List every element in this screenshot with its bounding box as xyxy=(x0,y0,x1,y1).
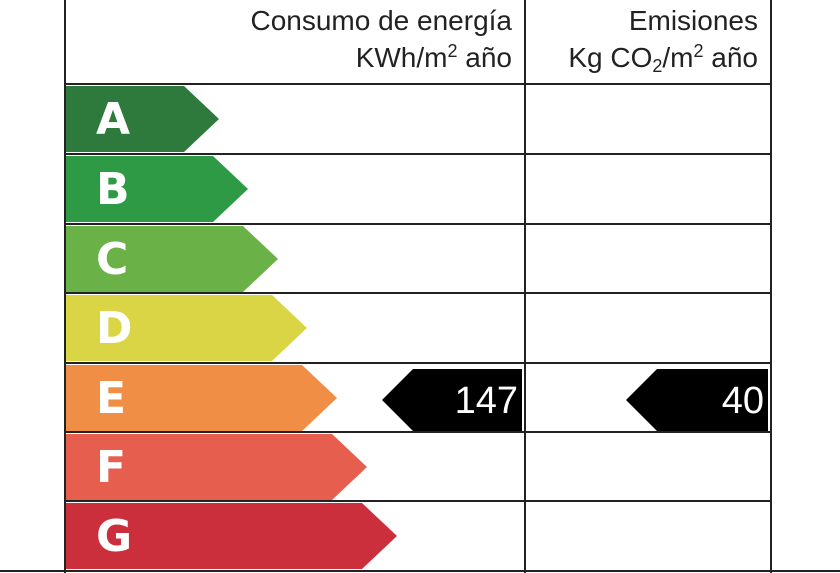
row-divider xyxy=(64,362,772,364)
rating-bar-a: A xyxy=(66,86,219,152)
emissions-unit: Kg CO2/m2 año xyxy=(568,41,758,76)
row-divider xyxy=(64,431,772,433)
rating-bar-f: F xyxy=(66,434,367,500)
rating-letter: F xyxy=(96,442,127,493)
rating-letter: G xyxy=(96,511,133,562)
rating-bar-d: D xyxy=(66,295,307,361)
emissions-indicator-arrow xyxy=(626,369,768,431)
right-border xyxy=(770,0,772,573)
emissions-title: Emisiones xyxy=(628,5,758,36)
rating-bar-c: C xyxy=(66,226,278,292)
column-divider xyxy=(524,0,526,573)
energy-value: 147 xyxy=(454,380,518,422)
row-divider xyxy=(64,500,772,502)
energy-unit: KWh/m2 año xyxy=(355,41,512,73)
emissions-indicator: 40 xyxy=(626,369,768,431)
rating-bar-shape xyxy=(66,434,367,500)
rating-bar-shape xyxy=(66,503,397,569)
rating-letter: C xyxy=(96,234,129,285)
energy-header: Consumo de energía KWh/m2 año xyxy=(120,2,512,76)
energy-title: Consumo de energía xyxy=(250,5,512,36)
energy-indicator: 147 xyxy=(382,369,522,431)
energy-indicator-arrow xyxy=(382,369,522,431)
header-divider xyxy=(64,83,772,85)
left-border xyxy=(64,0,66,573)
rating-bar-e: E xyxy=(66,365,337,431)
rating-letter: E xyxy=(96,373,127,424)
row-divider xyxy=(64,223,772,225)
rating-bar-shape xyxy=(66,226,278,292)
rating-letter: A xyxy=(96,94,131,145)
rating-bar-shape xyxy=(66,365,337,431)
rating-bar-g: G xyxy=(66,503,397,569)
rating-letter: D xyxy=(96,303,133,354)
emissions-header: Emisiones Kg CO2/m2 año xyxy=(530,2,758,76)
emissions-value: 40 xyxy=(721,380,764,422)
rating-bar-shape xyxy=(66,86,219,152)
bottom-border xyxy=(0,570,840,572)
row-divider xyxy=(64,153,772,155)
rating-letter: B xyxy=(96,164,130,215)
rating-bar-shape xyxy=(66,156,248,222)
rating-bar-shape xyxy=(66,295,307,361)
rating-bar-b: B xyxy=(66,156,248,222)
row-divider xyxy=(64,292,772,294)
